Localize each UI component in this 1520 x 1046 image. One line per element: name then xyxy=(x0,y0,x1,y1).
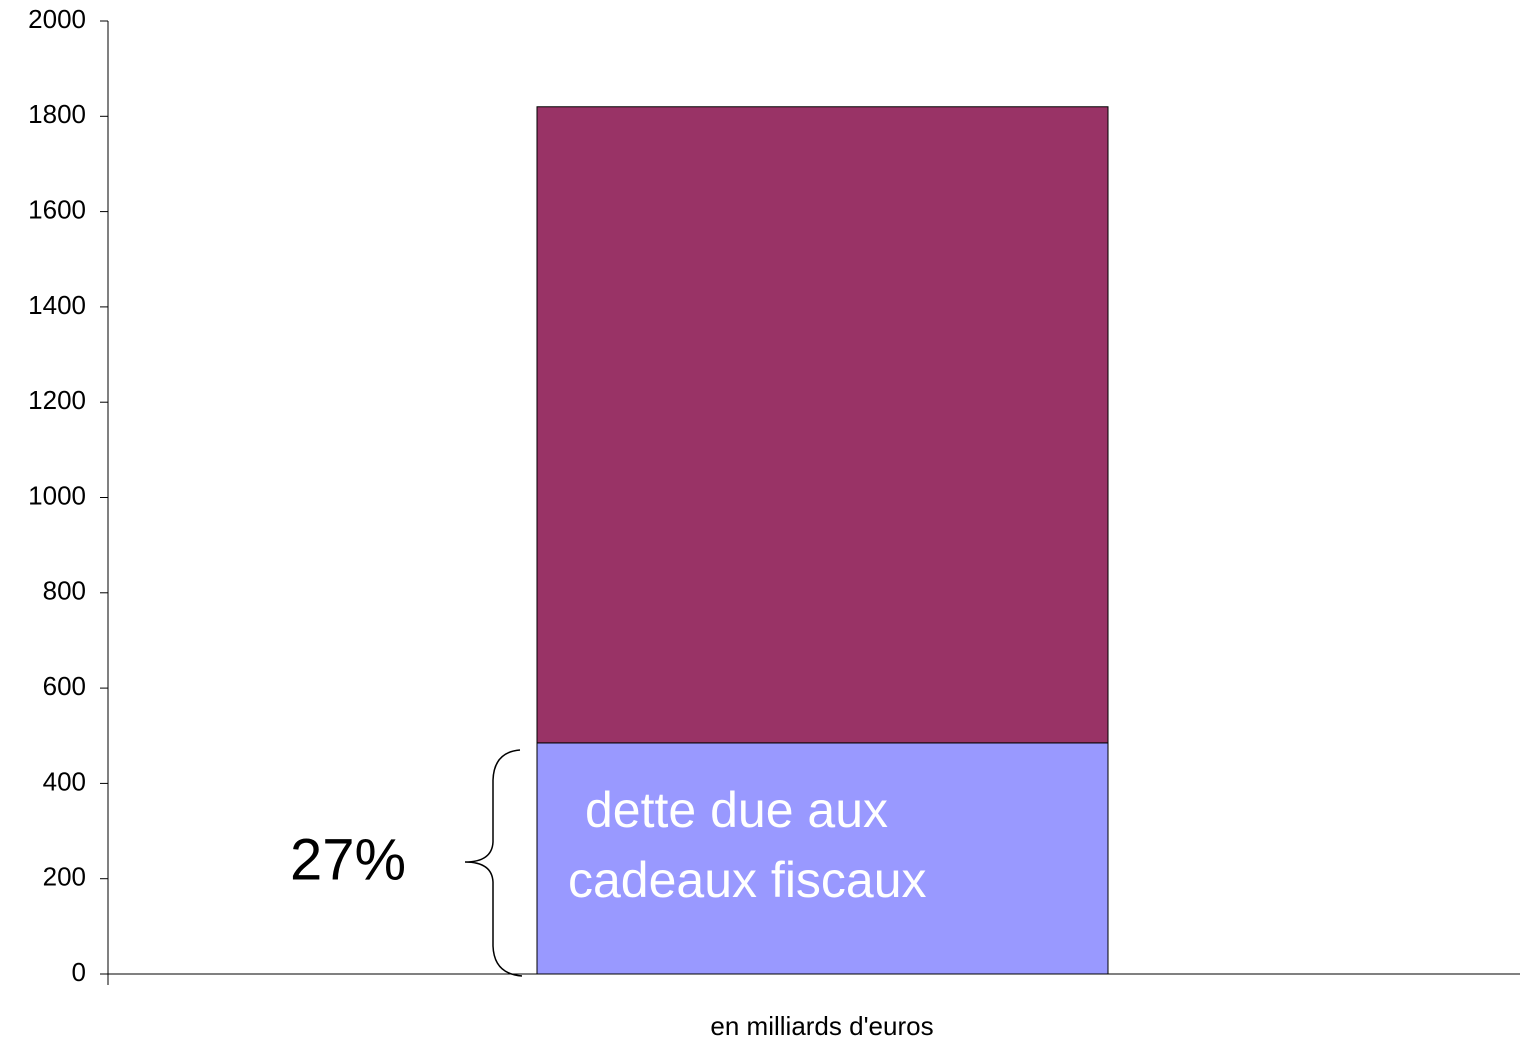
y-tick-label: 2000 xyxy=(28,4,86,34)
y-tick-label: 600 xyxy=(43,671,86,701)
y-tick-label: 200 xyxy=(43,862,86,892)
x-tick-label: en milliards d'euros xyxy=(710,1011,933,1041)
y-tick-label: 800 xyxy=(43,576,86,606)
percent-annotation: 27% xyxy=(290,827,406,892)
y-tick-label: 1600 xyxy=(28,194,86,224)
y-tick-label: 1200 xyxy=(28,385,86,415)
y-tick-label: 1400 xyxy=(28,290,86,320)
bar-label-line: cadeaux fiscaux xyxy=(568,852,927,908)
y-tick-label: 400 xyxy=(43,766,86,796)
bar-segment xyxy=(536,742,1109,975)
bar-segment xyxy=(536,106,1109,744)
bar-label-line: dette due aux xyxy=(585,782,888,838)
y-tick-label: 0 xyxy=(72,957,86,987)
brace xyxy=(464,749,523,977)
y-tick-label: 1800 xyxy=(28,99,86,129)
y-tick-label: 1000 xyxy=(28,480,86,510)
